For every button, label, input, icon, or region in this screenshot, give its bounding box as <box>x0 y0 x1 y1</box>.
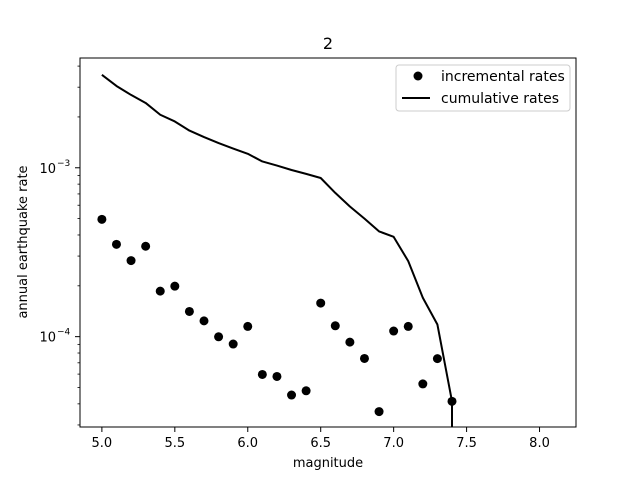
x-tick-label: 7.0 <box>383 436 404 451</box>
incremental-rate-point <box>97 214 107 224</box>
incremental-rate-point <box>184 306 194 316</box>
plot-area <box>80 58 576 427</box>
y-tick-exponent: −4 <box>57 328 71 338</box>
x-tick-label: 5.5 <box>164 436 185 451</box>
incremental-rate-point <box>272 371 282 381</box>
x-axis-label: magnitude <box>293 456 363 471</box>
incremental-rate-point <box>418 379 428 389</box>
x-tick-label: 8.0 <box>529 436 550 451</box>
legend-box <box>395 64 571 112</box>
series-layer <box>97 74 457 427</box>
legend-label-cumulative: cumulative rates <box>441 91 559 107</box>
incremental-rate-point <box>389 326 399 336</box>
legend-label-incremental: incremental rates <box>441 69 565 85</box>
legend: incremental rates cumulative rates <box>395 64 571 112</box>
incremental-rate-point <box>330 321 340 331</box>
incremental-rate-point <box>301 386 311 396</box>
x-tick-label: 6.5 <box>310 436 331 451</box>
y-tick-label: 10 <box>39 331 56 346</box>
incremental-rate-point <box>111 239 121 249</box>
plot-frame <box>79 57 577 428</box>
incremental-rate-point <box>287 390 297 400</box>
incremental-rate-point <box>126 256 136 266</box>
x-axis: 5.0 5.5 6.0 6.5 7.0 7.5 8.0 <box>92 427 550 451</box>
incremental-rate-point <box>141 241 151 251</box>
incremental-rate-point <box>228 339 238 349</box>
incremental-rate-point <box>199 316 209 326</box>
incremental-rate-point <box>316 298 326 308</box>
x-tick-label: 6.0 <box>237 436 258 451</box>
incremental-rate-point <box>359 353 369 363</box>
y-axis: 10−410−3 <box>39 65 80 426</box>
y-tick-label: 10 <box>39 162 56 177</box>
incremental-rate-point <box>257 369 267 379</box>
incremental-rate-point <box>243 321 253 331</box>
incremental-rate-point <box>403 321 413 331</box>
incremental-rate-point <box>155 286 165 296</box>
legend-marker-incremental <box>413 71 423 81</box>
x-tick-label: 7.5 <box>456 436 477 451</box>
chart-title: 2 <box>323 34 333 53</box>
cumulative-rates-line <box>101 74 453 427</box>
incremental-rate-point <box>345 337 355 347</box>
incremental-rate-point <box>432 354 442 364</box>
y-tick-exponent: −3 <box>57 159 70 169</box>
y-axis-label: annual earthquake rate <box>16 165 31 318</box>
incremental-rate-point <box>214 332 224 342</box>
incremental-rate-point <box>374 407 384 417</box>
incremental-rate-point <box>170 281 180 291</box>
incremental-rate-point <box>447 396 457 406</box>
x-tick-label: 5.0 <box>92 436 113 451</box>
